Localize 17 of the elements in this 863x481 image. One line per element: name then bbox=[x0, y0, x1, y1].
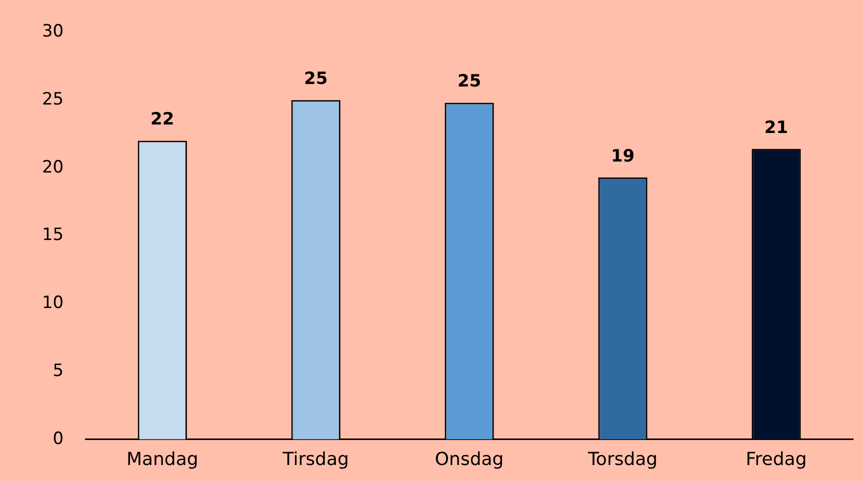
data-label: 19 bbox=[610, 146, 635, 166]
y-tick-label: 10 bbox=[42, 293, 64, 314]
data-label: 25 bbox=[457, 72, 482, 92]
data-label: 21 bbox=[764, 118, 788, 138]
data-label: 25 bbox=[304, 68, 328, 89]
x-tick-label: Mandag bbox=[126, 448, 198, 470]
y-tick-label: 0 bbox=[52, 428, 64, 449]
data-label: 22 bbox=[150, 110, 174, 130]
x-tick-label: Tirsdag bbox=[282, 448, 349, 470]
y-tick-label: 15 bbox=[42, 225, 64, 246]
x-tick-label: Onsdag bbox=[434, 448, 504, 470]
x-tick-label: Torsdag bbox=[586, 448, 658, 470]
y-tick-label: 25 bbox=[42, 89, 64, 110]
y-tick-label: 20 bbox=[42, 157, 64, 178]
y-tick-label: 5 bbox=[52, 360, 64, 381]
y-tick-label: 30 bbox=[42, 22, 64, 42]
x-tick-label: Fredag bbox=[746, 448, 807, 470]
